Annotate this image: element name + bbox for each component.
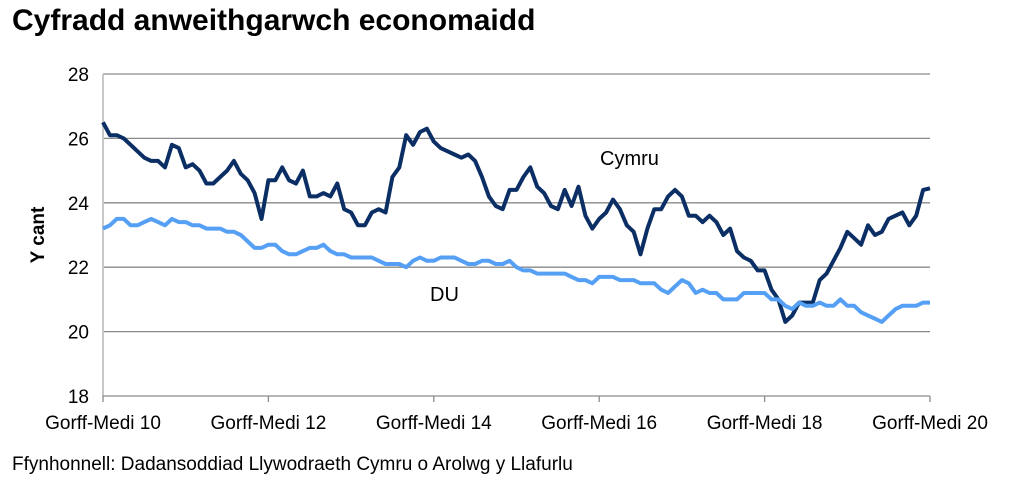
annotation-cymru: Cymru (600, 148, 659, 170)
y-tick-label: 20 (68, 323, 89, 344)
x-tick-label: Gorff-Medi 10 (45, 413, 161, 434)
y-axis-label: Y cant (28, 206, 49, 263)
x-tick-label: Gorff-Medi 16 (541, 413, 657, 434)
x-tick-label: Gorff-Medi 14 (376, 413, 492, 434)
y-tick-label: 24 (68, 194, 90, 215)
y-tick-label: 26 (68, 129, 89, 150)
x-tick-label: Gorff-Medi 20 (872, 413, 988, 434)
y-tick-label: 22 (68, 258, 89, 279)
series-line-cymru (101, 121, 931, 324)
chart-title: Cyfradd anweithgarwch economaidd (12, 4, 536, 37)
x-tick-label: Gorff-Medi 12 (210, 413, 326, 434)
annotation-du: DU (430, 284, 459, 306)
y-tick-label: 28 (68, 65, 89, 86)
y-tick-label: 18 (68, 387, 89, 408)
x-tick-label: Gorff-Medi 18 (707, 413, 823, 434)
source-note: Ffynhonnell: Dadansoddiad Llywodraeth Cy… (12, 454, 573, 475)
series-line-du (102, 216, 930, 324)
